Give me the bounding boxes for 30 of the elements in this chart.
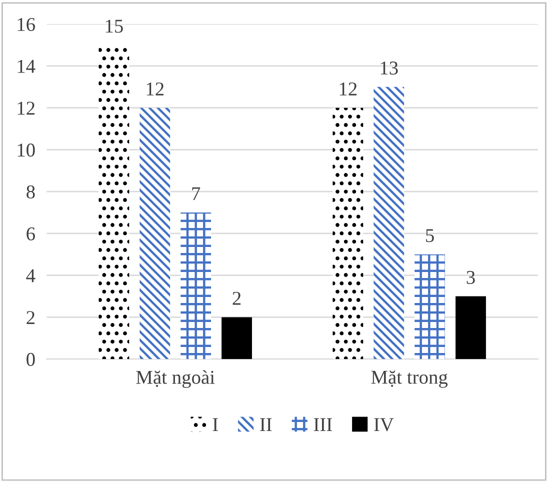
data-label: 7 <box>192 187 200 200</box>
x-tick-label: Mặt ngoài <box>136 370 215 388</box>
legend-label: I <box>212 418 218 431</box>
y-tick-label: 2 <box>26 311 34 324</box>
data-label: 15 <box>106 20 123 33</box>
bar <box>332 108 364 360</box>
bar <box>222 317 252 360</box>
data-label: 2 <box>232 292 241 305</box>
y-tick-label: 4 <box>26 269 36 282</box>
bar <box>180 212 212 360</box>
y-tick-label: 16 <box>18 18 35 32</box>
bar <box>140 108 170 360</box>
bar <box>456 296 486 360</box>
y-tick-label: 8 <box>26 185 35 199</box>
y-tick-label: 0 <box>26 352 35 366</box>
data-label: 12 <box>146 82 164 96</box>
data-label: 3 <box>466 270 475 284</box>
y-tick-label: 14 <box>18 60 36 73</box>
data-label: 12 <box>340 82 357 96</box>
legend-label: II <box>260 418 272 431</box>
data-label: 5 <box>426 229 434 242</box>
legend-label: IV <box>374 418 394 432</box>
bar <box>414 254 446 360</box>
y-tick-label: 6 <box>26 227 35 240</box>
data-label: 13 <box>380 62 398 75</box>
y-tick-label: 12 <box>18 102 34 115</box>
legend-label: III <box>314 418 332 431</box>
y-tick-label: 10 <box>18 144 35 157</box>
bar <box>374 86 404 360</box>
x-tick-label: Mặt trong <box>371 370 448 388</box>
